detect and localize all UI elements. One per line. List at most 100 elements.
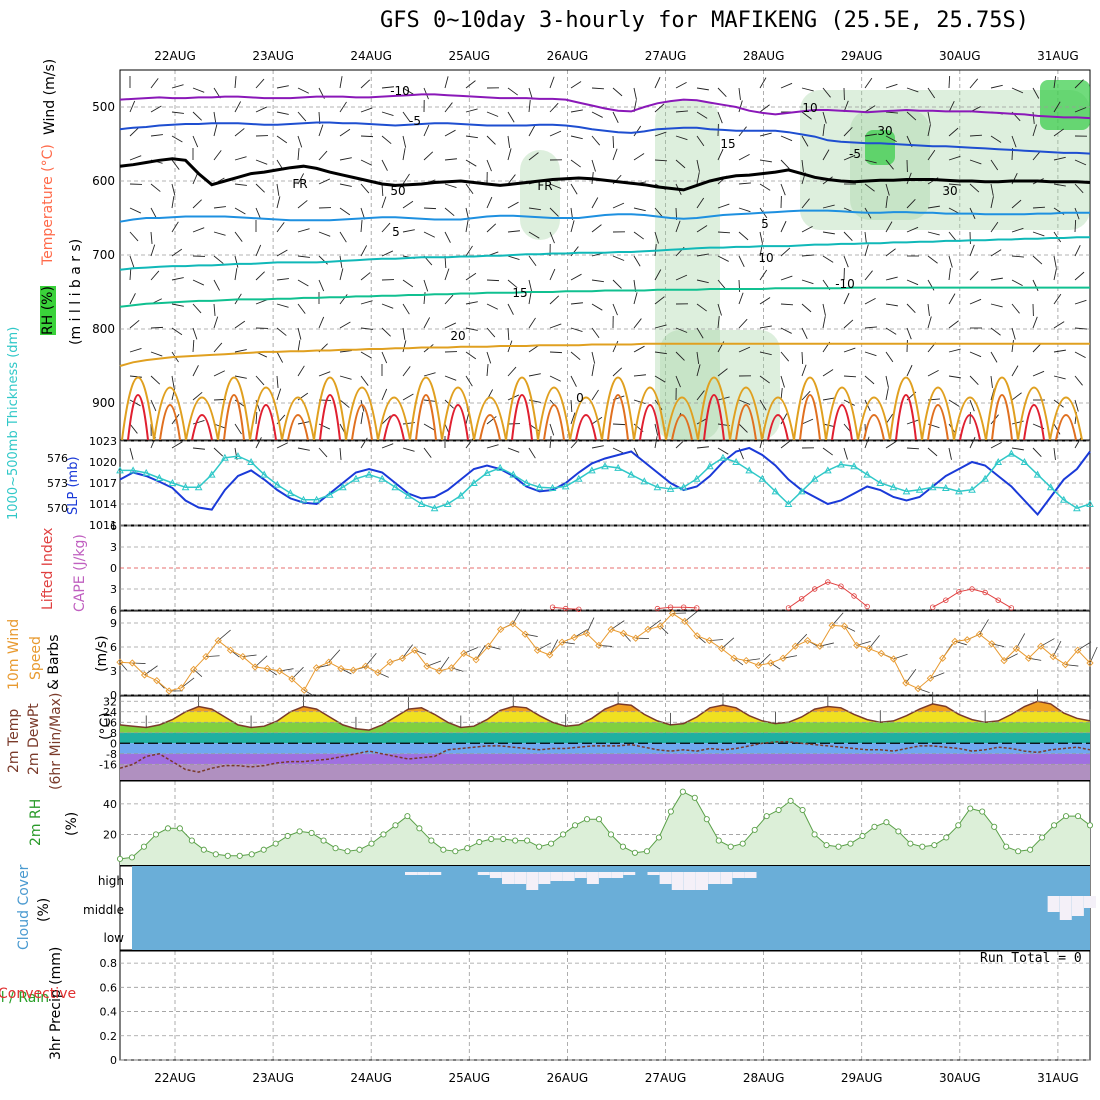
rh-line bbox=[119, 791, 1091, 860]
upper-wind-barb bbox=[507, 255, 520, 260]
upper-wind-barb bbox=[444, 158, 457, 161]
rh-marker bbox=[392, 822, 399, 829]
slp-tick-1020: 1020 bbox=[89, 456, 117, 469]
upper-wind-barb bbox=[738, 100, 743, 113]
label-2m-temp: 2m Temp bbox=[6, 708, 22, 773]
cloud-high-gap bbox=[514, 872, 527, 884]
upper-wind-barb bbox=[570, 159, 581, 168]
upper-wind-barb bbox=[360, 412, 364, 425]
upper-wind-barb bbox=[171, 441, 183, 449]
upper-wind-barb bbox=[465, 135, 478, 139]
label-wind: Wind (m/s) bbox=[42, 58, 58, 135]
thickness-marker bbox=[378, 474, 387, 482]
cloud-high-gap bbox=[538, 872, 551, 884]
upper-wind-barb bbox=[948, 155, 961, 161]
warm-contour bbox=[895, 394, 917, 441]
rh-marker bbox=[655, 834, 662, 841]
upper-wind-barb bbox=[129, 267, 132, 281]
temp-band-3 bbox=[120, 722, 1090, 733]
upper-wind-barb bbox=[570, 183, 578, 195]
upper-wind-barb bbox=[675, 220, 681, 233]
upper-wind-barb bbox=[1074, 351, 1086, 359]
upper-wind-barb bbox=[969, 298, 982, 305]
rh-marker bbox=[619, 843, 627, 850]
thickness-marker bbox=[876, 478, 885, 486]
upper-wind-barb bbox=[276, 196, 281, 209]
upper-wind-barb bbox=[1032, 87, 1040, 99]
thickness-marker bbox=[260, 470, 269, 478]
upper-wind-barb bbox=[822, 303, 826, 316]
warm-contour bbox=[1023, 404, 1045, 441]
upper-wind-barb bbox=[297, 447, 310, 451]
upper-wind-barb bbox=[612, 87, 623, 97]
upper-wind-barb bbox=[990, 375, 993, 388]
wind-speed-marker bbox=[951, 637, 959, 646]
thickness-marker bbox=[614, 463, 622, 471]
rh-marker bbox=[1086, 822, 1094, 829]
upper-wind-barb bbox=[234, 207, 246, 215]
upper-wind-barb bbox=[864, 351, 877, 357]
upper-wind-barb bbox=[633, 87, 637, 100]
upper-wind-barb bbox=[381, 443, 394, 449]
upper-wind-barb bbox=[297, 255, 310, 258]
upper-wind-barb bbox=[1074, 159, 1087, 166]
upper-wind-barb bbox=[927, 316, 932, 329]
upper-wind-barb bbox=[234, 349, 247, 353]
rh-marker bbox=[536, 843, 543, 850]
rh-marker bbox=[667, 808, 674, 815]
cloud-mid-gap bbox=[1071, 896, 1084, 916]
upper-wind-barb bbox=[276, 111, 289, 115]
wind-speed-marker bbox=[988, 640, 996, 648]
rh-high-1 bbox=[865, 130, 895, 165]
upper-wind-barb bbox=[927, 369, 939, 377]
wind-speed-marker bbox=[251, 663, 259, 671]
upper-wind-barb bbox=[1053, 349, 1066, 353]
warm-contour bbox=[767, 414, 789, 441]
wind-speed-marker bbox=[853, 641, 861, 650]
rh-marker bbox=[883, 819, 890, 826]
upper-wind-barb bbox=[192, 447, 205, 450]
upper-wind-barb bbox=[129, 293, 136, 305]
contour-label-9: 10 bbox=[802, 101, 817, 115]
upper-wind-barb bbox=[1074, 183, 1084, 194]
upper-wind-barb bbox=[129, 255, 135, 268]
warm-contour-outer bbox=[345, 386, 379, 441]
surface-wind-barb bbox=[659, 625, 669, 635]
upper-wind-barb bbox=[381, 183, 384, 197]
upper-wind-barb bbox=[444, 183, 457, 188]
upper-wind-barb bbox=[906, 327, 912, 340]
upper-wind-barb bbox=[696, 364, 701, 377]
temp-line bbox=[119, 700, 1091, 731]
rh-marker bbox=[727, 843, 734, 850]
upper-wind-barb bbox=[738, 207, 751, 213]
cloud-high-gap bbox=[647, 872, 660, 875]
surface-wind-barb bbox=[1015, 633, 1026, 649]
upper-wind-barb bbox=[318, 316, 325, 329]
wind-speed-marker bbox=[165, 687, 173, 695]
rh-marker bbox=[188, 837, 195, 844]
upper-wind-barb bbox=[465, 159, 477, 167]
upper-wind-barb bbox=[570, 246, 579, 257]
cloud-high-gap bbox=[623, 872, 636, 875]
date-top-27AUG: 27AUG bbox=[645, 49, 687, 63]
upper-wind-barb bbox=[402, 327, 406, 340]
thickness-marker bbox=[994, 457, 1003, 465]
rh-marker bbox=[344, 848, 351, 855]
upper-wind-barb bbox=[402, 135, 407, 148]
upper-wind-barb bbox=[570, 135, 583, 140]
surface-wind-barb bbox=[758, 653, 771, 666]
upper-wind-barb bbox=[822, 149, 830, 161]
rh-marker bbox=[691, 794, 698, 801]
wind-speed-marker bbox=[595, 641, 603, 650]
upper-wind-barb bbox=[612, 111, 619, 123]
upper-wind-barb bbox=[759, 351, 772, 356]
upper-wind-barb bbox=[213, 231, 226, 236]
upper-wind-barb bbox=[129, 375, 142, 378]
upper-wind-barb bbox=[570, 273, 582, 281]
contour-label-4: 5 bbox=[392, 225, 400, 239]
thickness-marker bbox=[365, 470, 373, 478]
upper-wind-barb bbox=[864, 159, 877, 164]
upper-wind-barb bbox=[612, 423, 626, 426]
temp-tick-16: 16 bbox=[103, 716, 117, 729]
upper-wind-barb bbox=[549, 102, 559, 113]
